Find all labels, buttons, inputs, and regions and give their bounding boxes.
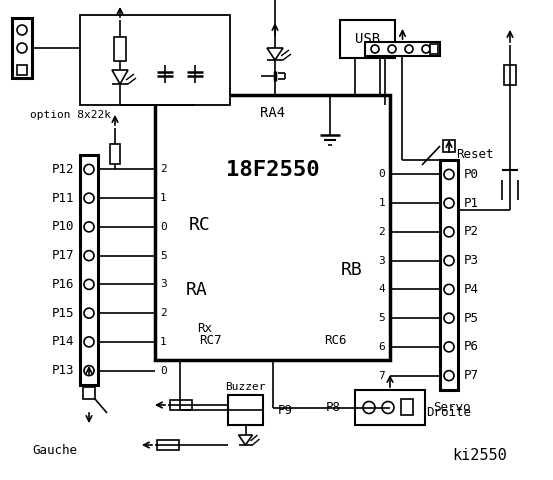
Text: 18F2550: 18F2550: [226, 160, 319, 180]
Text: P1: P1: [464, 197, 479, 210]
Text: P8: P8: [326, 401, 341, 414]
Text: 5: 5: [160, 251, 167, 261]
Text: P14: P14: [51, 336, 74, 348]
Bar: [430, 44, 438, 54]
Text: P2: P2: [464, 226, 479, 239]
Bar: [80, 15, 230, 105]
Text: option 8x22k: option 8x22k: [29, 110, 111, 120]
Text: RA4: RA4: [260, 106, 285, 120]
Bar: [155, 95, 390, 360]
Text: RC: RC: [189, 216, 211, 234]
Text: 3: 3: [378, 256, 385, 265]
Bar: [83, 387, 95, 399]
Bar: [440, 160, 458, 390]
Text: 1: 1: [160, 193, 167, 203]
Text: P7: P7: [464, 369, 479, 382]
Text: Gauche: Gauche: [33, 444, 77, 456]
Text: P15: P15: [51, 307, 74, 320]
Text: 7: 7: [378, 371, 385, 381]
Text: RC6: RC6: [324, 334, 346, 347]
Bar: [401, 399, 413, 415]
Text: 6: 6: [378, 342, 385, 352]
Bar: [355, 390, 425, 425]
Text: USB: USB: [355, 32, 380, 46]
Text: 2: 2: [160, 308, 167, 318]
Text: Rx: Rx: [197, 322, 212, 335]
Text: 2: 2: [160, 164, 167, 174]
Text: P13: P13: [51, 364, 74, 377]
Bar: [340, 20, 395, 58]
Text: Reset: Reset: [456, 148, 494, 161]
Text: 3: 3: [160, 279, 167, 289]
Text: P10: P10: [51, 220, 74, 233]
Text: P11: P11: [51, 192, 74, 204]
Bar: [365, 42, 440, 56]
Text: P16: P16: [51, 278, 74, 291]
Text: Droite: Droite: [426, 406, 472, 419]
Bar: [170, 400, 192, 410]
Text: ki2550: ki2550: [452, 447, 507, 463]
Text: 1: 1: [160, 337, 167, 347]
Text: P9: P9: [278, 404, 293, 417]
Bar: [228, 395, 263, 425]
Text: 0: 0: [160, 222, 167, 232]
Text: RB: RB: [341, 261, 363, 279]
Text: P3: P3: [464, 254, 479, 267]
Bar: [110, 144, 120, 164]
Bar: [17, 65, 27, 75]
Bar: [12, 18, 32, 78]
Text: 5: 5: [378, 313, 385, 323]
Text: Servo: Servo: [433, 401, 471, 414]
Text: P4: P4: [464, 283, 479, 296]
Text: Buzzer: Buzzer: [225, 382, 266, 392]
Text: 4: 4: [378, 284, 385, 294]
Text: P5: P5: [464, 312, 479, 324]
Text: 1: 1: [378, 198, 385, 208]
Text: 0: 0: [378, 169, 385, 180]
Text: P0: P0: [464, 168, 479, 181]
Text: P12: P12: [51, 163, 74, 176]
Text: P6: P6: [464, 340, 479, 353]
Bar: [504, 65, 516, 85]
Bar: [80, 155, 98, 385]
Text: 0: 0: [160, 366, 167, 376]
Text: RA: RA: [186, 281, 208, 299]
Bar: [157, 440, 179, 450]
Bar: [114, 37, 126, 61]
Text: 2: 2: [378, 227, 385, 237]
Text: P17: P17: [51, 249, 74, 262]
Bar: [443, 140, 455, 152]
Text: RC7: RC7: [199, 334, 221, 347]
